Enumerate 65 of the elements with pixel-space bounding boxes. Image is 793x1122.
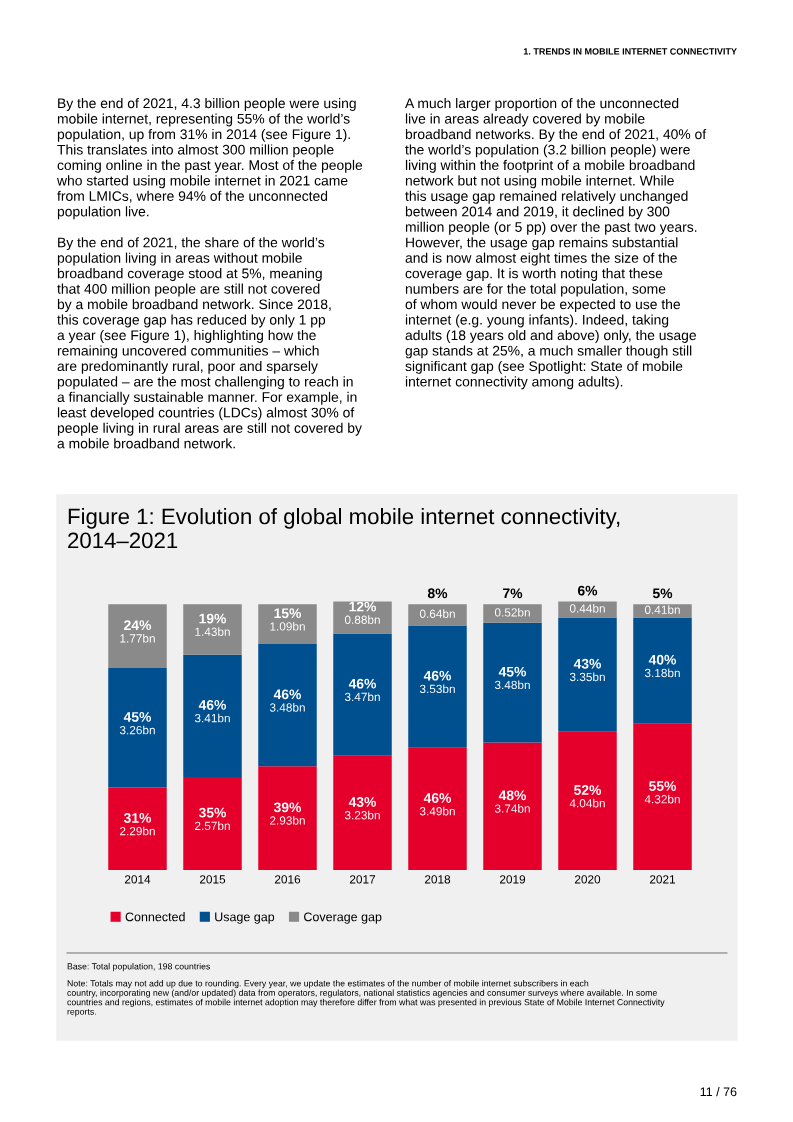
x-tick-label: 2018 [424, 875, 451, 884]
data-label: 46% 3.47bn [344, 678, 380, 702]
bar [408, 625, 467, 748]
bar [558, 731, 617, 870]
bar [258, 766, 317, 870]
bar [483, 622, 542, 743]
bar [108, 604, 167, 668]
bar [633, 723, 692, 870]
legend-label: Coverage gap [304, 912, 382, 924]
text: 1. TRENDS IN MOBILE INTERNET CONNECTIVITY [523, 48, 737, 55]
data-label: 24% 1.77bn [120, 620, 155, 643]
bar [333, 601, 392, 634]
data-label: 45% 3.26bn [119, 712, 155, 735]
text: 11 / 76 [700, 1087, 737, 1097]
x-tick-label: 2021 [649, 875, 676, 884]
text: Note: Totals may not add up due to rounding. Every year, we update the estimates of the number of mobile internet subscribers in each country, incorporating new (and/or updated) data from operators, regulators, national statistics agencies and consumer surveys where available. In some countries and regions, estimates of mobile internet adoption may therefore differ from what was presented in previous State of Mobile Internet Connectivity reports. [67, 980, 665, 1017]
bar [483, 742, 542, 870]
text: By the end of 2021, 4.3 billion people were using mobile internet, representing 55% of the world’s population, up from 31% in 2014 (see Figure 1). This translates into almost 300 million people coming online in the past year. Most of the people who started using mobile internet in 2021 came from LMICs, where 94% of the unconnected population live. By the end of 2021, the share of the world’s population living in areas without mobile broadband coverage stood at 5%, meaning that 400 million people are still not covered by a mobile broadband network. Since 2018, this coverage gap has reduced by only 1 pp a year (see Figure 1), highlighting how the remaining uncovered communities – which are predominantly rural, poor and sparsely populated – are the most challenging to reach in a financially sustainable manner. For example, in least developed countries (LDCs) almost 30% of people living in rural areas are still not covered by a mobile broadband network. [56, 98, 363, 449]
bar [108, 667, 167, 788]
data-label: 43% 3.35bn [569, 658, 605, 682]
bar [258, 644, 317, 767]
data-label: 46% 3.49bn [419, 793, 455, 816]
bar [333, 633, 392, 756]
x-tick-label: 2015 [199, 875, 226, 884]
bar [183, 604, 242, 655]
x-tick-label: 2014 [124, 875, 151, 884]
data-label: 48% 3.74bn [494, 790, 530, 813]
data-label: 15% 1.09bn [270, 608, 305, 631]
data-label: 12% 0.88bn [344, 601, 380, 624]
bar [558, 601, 617, 618]
data-label: 43% 3.23bn [344, 797, 380, 820]
legend-label: Usage gap [215, 912, 275, 924]
legend-label: Connected [125, 912, 185, 922]
data-label: 8% 0.64bn [419, 588, 455, 618]
bar [333, 755, 392, 870]
x-tick-label: 2020 [574, 875, 601, 884]
bar [483, 604, 542, 623]
bar [408, 747, 467, 870]
chart-title: Figure 1: Evolution of global mobile internet connectivity, 2014–2021 [68, 508, 620, 549]
text: A much larger proportion of the unconnected live in areas already covered by mobile broadband networks. By the end of 2021, 40% of the world’s population (3.2 billion people) were living within the footprint of a mobile broadband network but not using mobile internet. While this usage gap remained relatively unchanged between 2014 and 2019, it declined by 300 million people (or 5 pp) over the past two years. However, the usage gap remains substantial and is now almost eight times the size of the coverage gap. It is worth noting that these numbers are for the total population, some of whom would never be expected to use the internet (e.g. young infants). Indeed, taking adults (18 years old and above) only, the usage gap stands at 25%, a much smaller though still significant gap (see Spotlight: State of mobile internet connectivity among adults). [405, 98, 707, 390]
data-label: 46% 3.48bn [269, 689, 305, 712]
text: Base: Total population, 198 countries [67, 963, 211, 972]
bar [183, 654, 242, 777]
data-label: 7% 0.52bn [494, 588, 530, 617]
data-label: 40% 3.18bn [644, 654, 680, 678]
data-label: 35% 2.57bn [195, 807, 230, 831]
data-label: 52% 4.04bn [569, 785, 605, 808]
x-tick-label: 2016 [274, 875, 301, 884]
data-label: 39% 2.93bn [270, 802, 305, 825]
data-label: 31% 2.29bn [120, 813, 155, 836]
bar [183, 776, 242, 870]
data-label: 19% 1.43bn [195, 613, 230, 636]
data-label: 55% 4.32bn [644, 781, 680, 804]
x-tick-label: 2017 [349, 875, 376, 884]
data-label: 46% 3.41bn [194, 700, 230, 723]
bar [258, 604, 317, 645]
bar [108, 787, 167, 870]
data-label: 6% 0.44bn [569, 585, 605, 613]
bar [633, 617, 692, 724]
bar [408, 604, 467, 626]
bar [558, 617, 617, 732]
data-label: 45% 3.48bn [494, 666, 530, 690]
x-tick-label: 2019 [499, 875, 526, 884]
data-label: 5% 0.41bn [644, 588, 680, 614]
data-label: 46% 3.53bn [419, 670, 455, 694]
